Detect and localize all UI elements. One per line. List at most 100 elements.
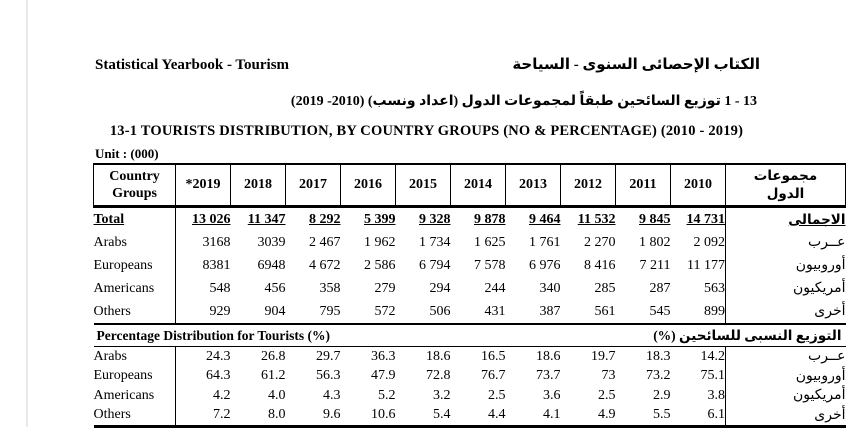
- value-cell: 3168: [202, 234, 231, 250]
- value-cell: 73.2: [646, 368, 671, 384]
- value-cell: 7.2: [175, 405, 231, 428]
- table-row: Arabs 24.3 26.8 29.7 36.3 18.6 16.5 18.6 19.7 18.…: [93, 346, 846, 367]
- year-header: 2018: [230, 163, 286, 208]
- value-cell: 5.5: [615, 405, 671, 428]
- value-cell: 2 270: [584, 234, 616, 250]
- value-cell: 4 672: [309, 257, 341, 273]
- year-header: 2011: [615, 163, 671, 208]
- row-label-english: Europeans: [93, 254, 176, 277]
- row-label-english: Others: [93, 405, 176, 428]
- value-cell: 18.6: [426, 348, 451, 364]
- value-cell: 2.9: [653, 387, 671, 403]
- value-cell: 7 211: [639, 257, 671, 273]
- value-cell: 4.3: [323, 387, 341, 403]
- value-cell: 387: [539, 303, 561, 319]
- table-row: Americans 548 456 358 279 294 244 340 285 287 563 أ…: [93, 277, 846, 300]
- value-cell: 2 092: [693, 234, 726, 250]
- value-cell: 75.1: [700, 368, 726, 384]
- value-cell: 563: [704, 280, 725, 296]
- value-cell: 36.3: [371, 348, 396, 364]
- year-header: 2012: [560, 163, 616, 208]
- value-cell: 795: [319, 303, 341, 319]
- table-row: Americans 4.2 4.0 4.3 5.2 3.2 2.5 3.6 2.5 2.9 3.8 أ…: [93, 386, 846, 406]
- tourists-distribution-table: Country Groups *2019 2018 2017 2016 2015 2014…: [93, 163, 846, 428]
- table-header-row: Country Groups *2019 2018 2017 2016 2015 2014…: [93, 163, 846, 208]
- value-cell: 1 625: [474, 234, 506, 250]
- percent-section-header-row: Percentage Distribution for Tourists (%)…: [93, 323, 846, 347]
- value-cell: 8 416: [584, 257, 616, 273]
- value-cell: 13 026: [192, 211, 231, 227]
- value-cell: 279: [374, 280, 396, 296]
- percent-section: Arabs 24.3 26.8 29.7 36.3 18.6 16.5 18.6 19.7 18.…: [93, 346, 846, 428]
- row-label-english: Europeans: [93, 366, 176, 386]
- value-cell: 56.3: [316, 368, 341, 384]
- row-label-arabic: أوروبيون: [725, 366, 846, 386]
- table-row: Others 7.2 8.0 9.6 10.6 5.4 4.4 4.1 4.9 5.5 6.1 أخر…: [93, 405, 846, 428]
- value-cell: 3039: [257, 234, 286, 250]
- value-cell: 6948: [257, 257, 286, 273]
- value-cell: 548: [209, 280, 231, 296]
- row-label-english: Arabs: [93, 346, 176, 367]
- value-cell: 73: [601, 368, 616, 384]
- value-cell: 7 578: [474, 257, 506, 273]
- row-label-arabic: أمريكيون: [725, 277, 846, 300]
- value-cell: 561: [594, 303, 616, 319]
- value-cell: 4.1: [505, 405, 561, 428]
- value-cell: 2 586: [364, 257, 396, 273]
- value-cell: 545: [649, 303, 671, 319]
- row-label-arabic: أخرى: [725, 405, 846, 428]
- page-top-header: Statistical Yearbook - Tourism الكتاب ال…: [95, 55, 760, 74]
- value-cell: 14.2: [700, 348, 726, 364]
- value-cell: 572: [374, 303, 396, 319]
- value-cell: 1 734: [419, 234, 451, 250]
- value-cell: 3.8: [707, 387, 726, 403]
- year-header: 2015: [395, 163, 451, 208]
- table-title-arabic: 13 - 1 توزيع السائحين طبقاً لمجموعات الد…: [290, 94, 757, 109]
- value-cell: 76.7: [481, 368, 506, 384]
- value-cell: 904: [264, 303, 286, 319]
- value-cell: 9 878: [474, 211, 506, 227]
- value-cell: 358: [319, 280, 341, 296]
- value-cell: 11 347: [247, 211, 286, 227]
- value-cell: 2 467: [309, 234, 341, 250]
- year-header: 2014: [450, 163, 506, 208]
- year-header: 2017: [285, 163, 341, 208]
- table-row: Europeans 64.3 61.2 56.3 47.9 72.8 76.7 73.7 73 7…: [93, 366, 846, 386]
- value-cell: 29.7: [316, 348, 341, 364]
- value-cell: 61.2: [261, 368, 286, 384]
- row-label-arabic: الاجمالى: [725, 206, 846, 231]
- value-cell: 3.2: [433, 387, 451, 403]
- value-cell: 73.7: [536, 368, 561, 384]
- scan-fold-line: [26, 0, 28, 427]
- value-cell: 18.3: [646, 348, 671, 364]
- value-cell: 9 845: [639, 211, 671, 227]
- col-header-country-groups-arabic: مجموعات الدول: [725, 163, 846, 208]
- row-label-english: Total: [93, 206, 176, 231]
- value-cell: 1 962: [364, 234, 396, 250]
- value-cell: 2.5: [488, 387, 506, 403]
- row-label-english: Americans: [93, 386, 176, 406]
- value-cell: 4.2: [213, 387, 231, 403]
- year-header: 2013: [505, 163, 561, 208]
- value-cell: 11 532: [577, 211, 616, 227]
- percent-header-arabic: التوزيع النسبى للسائحين (%): [653, 327, 842, 343]
- col-header-country-groups: Country Groups: [93, 163, 176, 208]
- row-label-arabic: أخرى: [725, 300, 846, 324]
- row-label-arabic: عــرب: [725, 346, 846, 367]
- value-cell: 244: [484, 280, 506, 296]
- table-row: Total 13 026 11 347 8 292 5 399 9 328 9 878 9 4…: [93, 206, 846, 231]
- value-cell: 11 177: [687, 257, 725, 273]
- value-cell: 1 761: [529, 234, 561, 250]
- value-cell: 47.9: [371, 368, 396, 384]
- value-cell: 287: [649, 280, 671, 296]
- year-header: 2010: [670, 163, 726, 208]
- value-cell: 10.6: [340, 405, 396, 428]
- value-cell: 340: [539, 280, 561, 296]
- value-cell: 6 794: [419, 257, 451, 273]
- year-header: 2016: [340, 163, 396, 208]
- value-cell: 9.6: [285, 405, 341, 428]
- value-cell: 4.9: [560, 405, 616, 428]
- value-cell: 18.6: [536, 348, 561, 364]
- value-cell: 2.5: [598, 387, 616, 403]
- row-label-arabic: أوروبيون: [725, 254, 846, 277]
